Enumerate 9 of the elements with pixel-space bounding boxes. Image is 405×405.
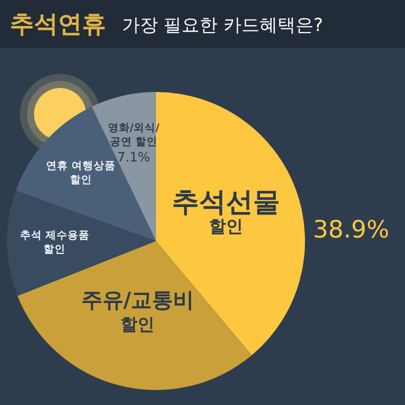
slice-label: 주유/교통비 할인: [81, 288, 194, 335]
slice-label: 연휴 여행상품 할인: [46, 160, 116, 186]
slice-label: 추석선물 할인: [172, 186, 280, 238]
data-label: 38.9%: [313, 215, 390, 244]
pie-slice: [17, 241, 252, 390]
slice-label: 추석 제수용품 할인: [20, 229, 90, 256]
data-label: 7.1%: [117, 150, 150, 166]
chart-subtitle: 가장 필요한 카드혜택은?: [122, 14, 323, 36]
chart-title: 추석연휴: [10, 9, 106, 38]
